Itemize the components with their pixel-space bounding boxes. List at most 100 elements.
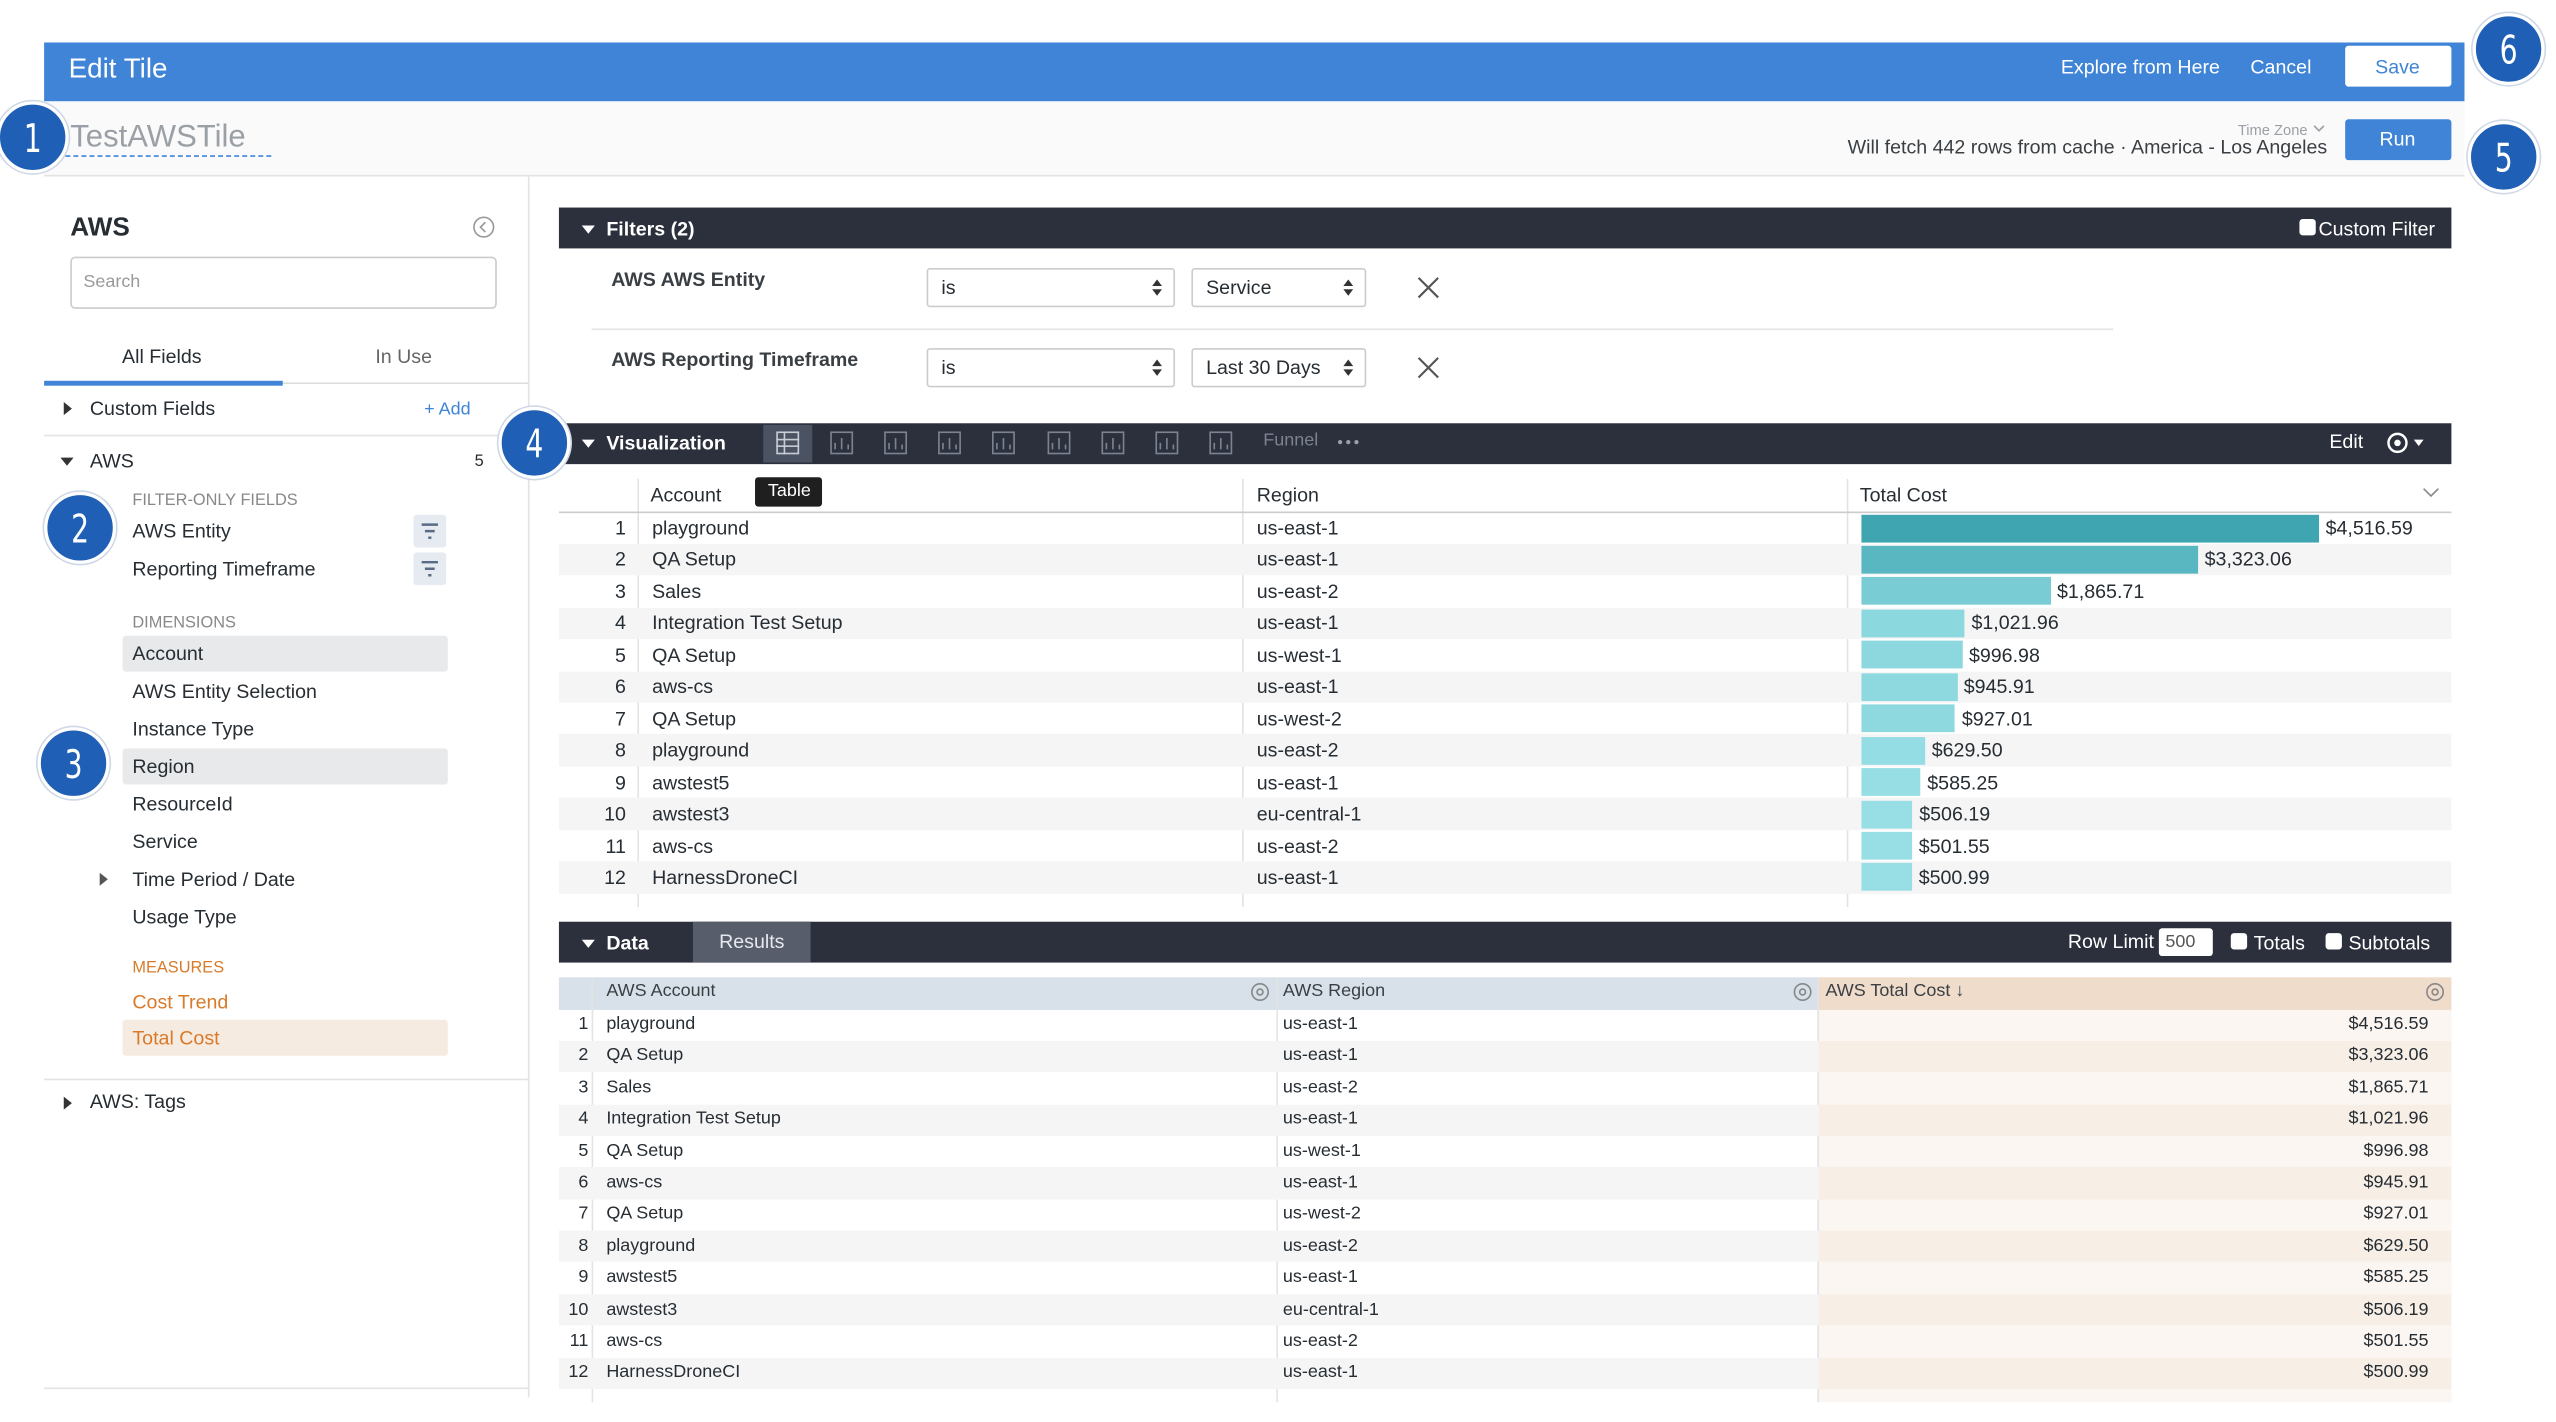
- bar-label: $996.98: [1968, 643, 2040, 667]
- remove-filter-part: [1417, 357, 1439, 379]
- add-link[interactable]: + Add: [424, 399, 471, 420]
- viz-type-icon-part: [834, 437, 850, 450]
- row-number: 3: [614, 579, 626, 603]
- results-tab[interactable]: [692, 921, 811, 963]
- cost-bar: [1861, 800, 1913, 828]
- select[interactable]: [1191, 348, 1367, 388]
- data-column-header: AWS Region: [1282, 981, 1386, 1001]
- save-button[interactable]: [2345, 45, 2452, 87]
- tile-name[interactable]: TestAWSTile: [70, 120, 246, 155]
- cell-cost: $3,323.06: [2348, 1045, 2429, 1066]
- checkbox[interactable]: [2325, 933, 2342, 950]
- select[interactable]: [926, 348, 1176, 388]
- section-heading: FILTER-ONLY FIELDS: [132, 491, 298, 510]
- view-count: 5: [474, 452, 484, 471]
- filter-only-field[interactable]: Reporting Timeframe: [132, 557, 316, 581]
- select[interactable]: [1191, 268, 1367, 308]
- row-number: 11: [605, 834, 626, 858]
- results-tab-label: Results: [719, 929, 785, 953]
- row-number: 6: [614, 675, 626, 699]
- separator: [44, 434, 528, 437]
- cell-cost: $506.19: [2363, 1299, 2429, 1320]
- bar-label: $629.50: [1931, 738, 2003, 762]
- cell-region: us-east-1: [1282, 1014, 1358, 1034]
- viz-type-icon: [992, 431, 1015, 455]
- more-icon-part: [1354, 439, 1359, 445]
- gear-menu-part: [2387, 432, 2408, 454]
- column-gear: [1793, 983, 1812, 1001]
- cell-account: QA Setup: [606, 1140, 684, 1161]
- measure-column-bg: [1818, 1009, 2452, 1403]
- dimension-field[interactable]: Account: [132, 642, 204, 666]
- cell-account: playground: [606, 1235, 696, 1256]
- row-number: 3: [578, 1077, 589, 1098]
- cell-region: us-east-2: [1282, 1331, 1358, 1351]
- caret: [63, 402, 72, 416]
- bar-label: $585.25: [1927, 770, 1999, 794]
- row-stripe: [1818, 1357, 2452, 1390]
- checkbox[interactable]: [2299, 218, 2316, 236]
- select[interactable]: [926, 268, 1176, 308]
- cell-cost: $500.99: [2363, 1362, 2429, 1383]
- dimension-field[interactable]: AWS Entity Selection: [132, 679, 317, 703]
- viz-type-icon-part: [942, 437, 957, 450]
- row-stripe: [1818, 1040, 2452, 1073]
- dimension-field[interactable]: Time Period / Date: [132, 867, 296, 891]
- cell-account: Integration Test Setup: [606, 1109, 781, 1129]
- cost-bar: [1861, 672, 1958, 701]
- custom-fields[interactable]: Custom Fields: [89, 397, 216, 421]
- title-underline: [65, 155, 272, 157]
- filter-only-field[interactable]: AWS Entity: [132, 519, 231, 543]
- viz-type-icon: [1209, 431, 1233, 455]
- viz-edit[interactable]: Edit: [2329, 429, 2364, 453]
- tags-view[interactable]: AWS: Tags: [89, 1090, 186, 1113]
- tab-all-fields[interactable]: All Fields: [122, 344, 202, 368]
- tab-in-use[interactable]: In Use: [375, 344, 433, 368]
- dimension-field[interactable]: Instance Type: [132, 717, 255, 741]
- remove-filter-part: [1417, 277, 1439, 299]
- explore-link[interactable]: Explore from Here: [2060, 55, 2220, 79]
- viz-type-icon: [1101, 431, 1125, 455]
- callout-badge: [37, 727, 110, 800]
- viz-column-header: Total Cost: [1859, 483, 1948, 507]
- sort-chevron-part: [2423, 488, 2439, 498]
- checkbox[interactable]: [2230, 933, 2248, 950]
- dimension-field[interactable]: Region: [132, 755, 195, 778]
- viz-type-icon-part: [1051, 437, 1067, 450]
- collapse-icon: [473, 216, 495, 238]
- caret-part: [99, 872, 108, 886]
- measure-header-bg: [1818, 977, 2452, 1010]
- select-value: is: [941, 276, 956, 300]
- selected-field-bg: [122, 1019, 448, 1056]
- cell-account: awstest5: [652, 770, 730, 794]
- viz-type-icon: [776, 431, 800, 455]
- dimension-field[interactable]: Usage Type: [132, 905, 237, 929]
- cancel-link[interactable]: Cancel: [2250, 55, 2312, 79]
- subtotals-label: Subtotals: [2348, 931, 2431, 955]
- filter-icon: [413, 514, 447, 548]
- fetch-info: Will fetch 442 rows from cache · America…: [1847, 135, 2328, 159]
- row-stripe: [1818, 1294, 2452, 1326]
- cell-region: us-east-2: [1256, 834, 1339, 858]
- cell-account: QA Setup: [652, 643, 737, 667]
- search-box[interactable]: [70, 256, 497, 309]
- row-stripe: [558, 798, 2452, 830]
- funnel-label[interactable]: Funnel: [1263, 430, 1319, 451]
- measure-field[interactable]: Cost Trend: [132, 990, 229, 1014]
- row-limit-input[interactable]: [2158, 928, 2213, 957]
- callout-badge: [44, 491, 117, 564]
- more-icon-part: [1337, 439, 1343, 445]
- run-button[interactable]: [2345, 119, 2452, 161]
- cell-account: HarnessDroneCI: [652, 866, 799, 889]
- row-stripe: [558, 734, 2452, 767]
- cost-bar: [1861, 609, 1965, 638]
- cell-account: awstest5: [606, 1267, 678, 1288]
- row-limit-value: 500: [2165, 932, 2196, 952]
- dimension-field[interactable]: Service: [132, 830, 198, 854]
- cell-account: QA Setup: [606, 1045, 684, 1066]
- select-value: is: [941, 356, 956, 380]
- cell-cost: $501.55: [2363, 1331, 2429, 1351]
- measure-field[interactable]: Total Cost: [132, 1026, 220, 1050]
- row-number: 1: [578, 1014, 589, 1034]
- dimension-field[interactable]: ResourceId: [132, 792, 233, 816]
